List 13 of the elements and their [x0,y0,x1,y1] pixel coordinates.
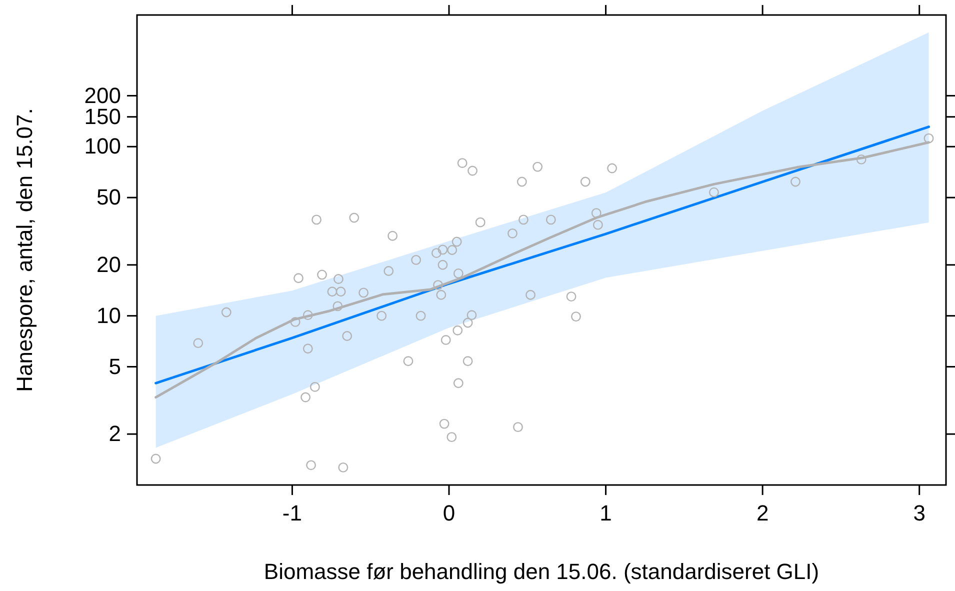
y-tick-label: 100 [84,134,121,159]
y-tick-label: 50 [96,184,121,210]
x-tick-label: 0 [442,500,456,526]
x-axis-title: Biomasse før behandling den 15.06. (standardiseret GLI) [264,559,820,584]
y-tick-label: 2 [108,421,121,446]
x-tick-label: 1 [600,500,612,526]
y-axis-title: Hanespore, antal, den 15.07. [12,108,37,392]
x-tick-label: 2 [756,500,769,526]
y-tick-label: 20 [96,252,121,277]
x-tick-label: 3 [913,500,926,526]
y-tick-label: 10 [96,302,121,328]
x-tick-label: -1 [282,500,302,526]
y-tick-label: 5 [108,354,121,379]
